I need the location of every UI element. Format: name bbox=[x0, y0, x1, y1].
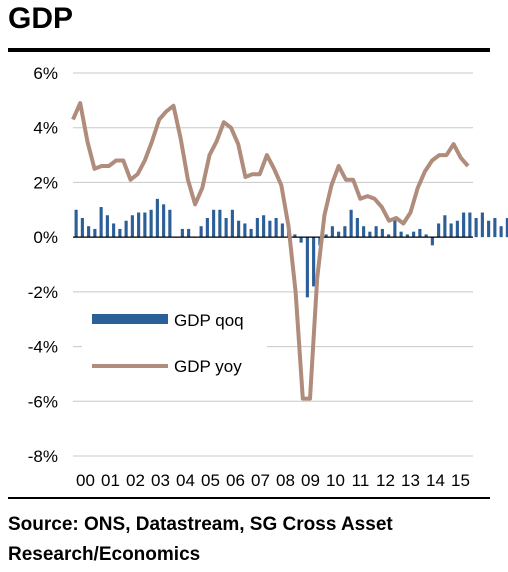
qoq-bar bbox=[237, 220, 241, 238]
qoq-bar bbox=[112, 223, 116, 238]
qoq-bar bbox=[93, 228, 97, 238]
qoq-bar bbox=[293, 234, 297, 238]
qoq-bar bbox=[430, 237, 434, 246]
yoy-line bbox=[71, 101, 470, 401]
qoq-bar bbox=[205, 217, 209, 238]
qoq-bar bbox=[230, 209, 234, 238]
qoq-bar bbox=[487, 220, 491, 238]
y-tick-label: 2% bbox=[33, 173, 58, 192]
x-tick-label: 01 bbox=[101, 471, 120, 490]
qoq-bar bbox=[212, 209, 216, 238]
title-rule bbox=[8, 48, 490, 52]
qoq-bar bbox=[387, 234, 391, 238]
qoq-bar bbox=[493, 217, 497, 238]
qoq-bar bbox=[499, 226, 503, 238]
qoq-bar bbox=[80, 217, 84, 238]
qoq-bar bbox=[355, 217, 359, 238]
qoq-bar bbox=[218, 209, 222, 238]
source-rule bbox=[8, 497, 490, 499]
x-tick-label: 15 bbox=[451, 471, 470, 490]
qoq-bar bbox=[418, 228, 422, 238]
qoq-bar bbox=[130, 215, 134, 238]
qoq-bar bbox=[505, 217, 508, 238]
qoq-bar bbox=[343, 226, 347, 238]
qoq-bar bbox=[405, 234, 409, 238]
qoq-bar bbox=[268, 220, 272, 238]
qoq-bar bbox=[462, 212, 466, 238]
legend-swatch-qoq bbox=[92, 314, 168, 324]
qoq-bar bbox=[424, 234, 428, 238]
qoq-bar bbox=[380, 228, 384, 238]
qoq-bar bbox=[468, 212, 472, 238]
x-tick-label: 03 bbox=[151, 471, 170, 490]
qoq-bar bbox=[305, 237, 309, 298]
qoq-bar bbox=[474, 217, 478, 238]
x-tick-label: 00 bbox=[76, 471, 95, 490]
y-tick-label: -8% bbox=[28, 447, 58, 466]
qoq-bar bbox=[412, 231, 416, 238]
qoq-bar bbox=[249, 228, 253, 238]
qoq-bar bbox=[312, 237, 316, 287]
x-tick-label: 13 bbox=[401, 471, 420, 490]
legend-label-qoq: GDP qoq bbox=[174, 311, 244, 330]
qoq-bar bbox=[180, 228, 184, 238]
qoq-bar bbox=[155, 198, 159, 238]
qoq-bar bbox=[87, 226, 91, 238]
qoq-bar bbox=[143, 212, 147, 238]
x-tick-label: 05 bbox=[201, 471, 220, 490]
qoq-bar bbox=[137, 212, 141, 238]
qoq-bar bbox=[274, 217, 278, 238]
y-tick-label: -6% bbox=[28, 392, 58, 411]
qoq-bar bbox=[99, 207, 103, 238]
qoq-bar bbox=[437, 223, 441, 238]
qoq-bar bbox=[393, 217, 397, 238]
qoq-bar bbox=[374, 226, 378, 238]
x-tick-label: 10 bbox=[326, 471, 345, 490]
qoq-bar bbox=[449, 223, 453, 238]
x-tick-label: 11 bbox=[352, 471, 370, 490]
qoq-bar bbox=[280, 223, 284, 238]
qoq-bar bbox=[324, 234, 328, 238]
qoq-bar bbox=[299, 237, 303, 243]
qoq-bar bbox=[243, 223, 247, 238]
y-tick-label: 0% bbox=[33, 228, 58, 247]
qoq-bar bbox=[480, 212, 484, 238]
qoq-bar bbox=[162, 204, 166, 238]
qoq-bar bbox=[455, 220, 459, 238]
y-tick-label: 4% bbox=[33, 119, 58, 138]
x-tick-label: 09 bbox=[301, 471, 320, 490]
x-tick-label: 02 bbox=[126, 471, 145, 490]
qoq-bar bbox=[255, 217, 259, 238]
x-tick-label: 07 bbox=[251, 471, 270, 490]
source-note: Source: ONS, Datastream, SG Cross Asset … bbox=[8, 514, 393, 565]
qoq-bar bbox=[74, 209, 78, 238]
x-tick-label: 08 bbox=[276, 471, 295, 490]
qoq-bar bbox=[224, 217, 228, 238]
legend-label-yoy: GDP yoy bbox=[174, 357, 242, 376]
x-tick-label: 14 bbox=[426, 471, 445, 490]
qoq-bar bbox=[337, 231, 341, 238]
qoq-bar bbox=[349, 209, 353, 238]
qoq-bar bbox=[187, 228, 191, 238]
x-tick-label: 12 bbox=[376, 471, 395, 490]
chart-title: GDP bbox=[8, 2, 74, 35]
x-tick-label: 04 bbox=[176, 471, 195, 490]
y-tick-label: -4% bbox=[28, 338, 58, 357]
qoq-bar bbox=[105, 215, 109, 238]
qoq-bar bbox=[368, 231, 372, 238]
qoq-bar bbox=[124, 220, 128, 238]
qoq-bar bbox=[330, 226, 334, 238]
gdp-chart: 6% 4% 2% 0% -2% -4% -6% -8% 00 01 02 03 04 05 06 07 08 09… bbox=[28, 64, 508, 490]
qoq-bar bbox=[443, 215, 447, 238]
qoq-bar bbox=[199, 226, 203, 238]
qoq-bar bbox=[149, 209, 153, 238]
x-tick-label: 06 bbox=[226, 471, 245, 490]
qoq-bar bbox=[399, 231, 403, 238]
y-tick-label: -2% bbox=[28, 283, 58, 302]
qoq-bar bbox=[362, 226, 366, 238]
qoq-bar bbox=[262, 215, 266, 238]
qoq-bar bbox=[118, 228, 122, 238]
qoq-bar bbox=[168, 209, 172, 238]
y-tick-label: 6% bbox=[33, 64, 58, 83]
